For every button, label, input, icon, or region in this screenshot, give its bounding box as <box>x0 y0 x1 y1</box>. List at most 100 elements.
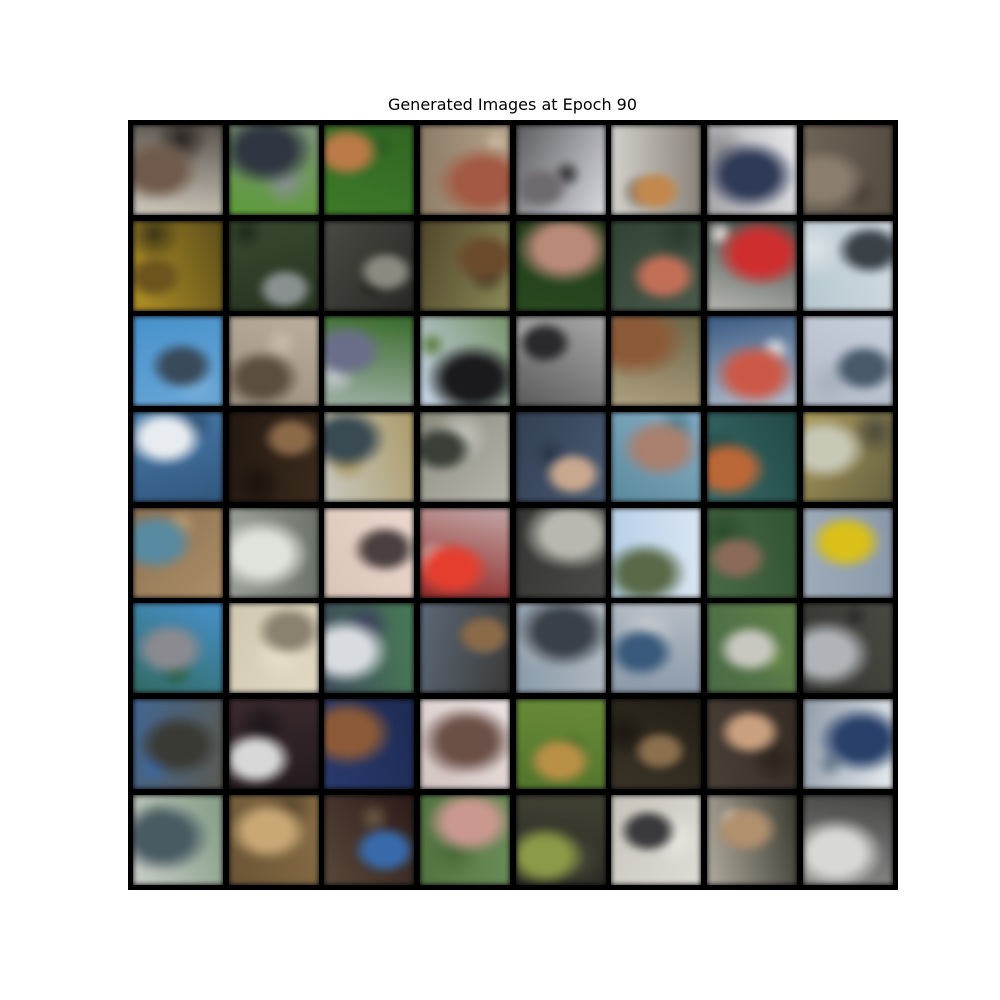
generated-image <box>611 412 702 503</box>
generated-image-tile <box>133 412 223 503</box>
generated-image <box>515 794 606 885</box>
generated-image-tile <box>133 794 223 885</box>
generated-image-tile <box>324 699 415 790</box>
generated-image-tile <box>420 125 511 215</box>
generated-image-tile <box>420 316 511 407</box>
generated-image-tile <box>707 316 798 407</box>
generated-image <box>420 412 511 503</box>
generated-image-tile <box>324 794 415 885</box>
generated-image <box>707 794 798 885</box>
generated-image-tile <box>611 699 702 790</box>
generated-image <box>228 316 319 407</box>
generated-image <box>611 603 702 694</box>
generated-image-tile <box>133 507 223 598</box>
generated-image-tile <box>611 125 702 215</box>
generated-image-tile <box>420 699 511 790</box>
generated-image-tile <box>133 220 223 311</box>
generated-image <box>228 220 319 311</box>
generated-image <box>133 316 223 407</box>
generated-image <box>133 412 223 503</box>
generated-image-tile <box>420 603 511 694</box>
generated-image <box>707 412 798 503</box>
generated-image-tile <box>611 316 702 407</box>
generated-image <box>611 794 702 885</box>
generated-image <box>133 794 223 885</box>
generated-image <box>802 220 893 311</box>
generated-image <box>802 507 893 598</box>
generated-image <box>420 316 511 407</box>
generated-image-tile <box>802 507 893 598</box>
generated-image <box>420 220 511 311</box>
image-grid <box>128 120 898 890</box>
generated-image-tile <box>324 507 415 598</box>
generated-image-tile <box>515 125 606 215</box>
generated-image <box>324 412 415 503</box>
generated-image <box>515 316 606 407</box>
generated-image-tile <box>228 220 319 311</box>
generated-image <box>133 507 223 598</box>
generated-image <box>228 603 319 694</box>
generated-image-tile <box>228 412 319 503</box>
generated-image-tile <box>515 316 606 407</box>
generated-image <box>707 603 798 694</box>
generated-image-tile <box>515 603 606 694</box>
generated-image <box>802 316 893 407</box>
generated-image <box>515 507 606 598</box>
generated-image <box>611 125 702 215</box>
generated-image <box>611 699 702 790</box>
generated-image-tile <box>707 220 798 311</box>
generated-image <box>133 220 223 311</box>
generated-image-tile <box>420 412 511 503</box>
generated-image-tile <box>707 125 798 215</box>
generated-image-tile <box>707 794 798 885</box>
generated-image-tile <box>515 794 606 885</box>
generated-image <box>420 125 511 215</box>
generated-image-tile <box>707 507 798 598</box>
generated-image <box>324 507 415 598</box>
generated-image-tile <box>228 507 319 598</box>
generated-image <box>707 507 798 598</box>
generated-image <box>324 699 415 790</box>
generated-image <box>611 507 702 598</box>
generated-image-tile <box>420 507 511 598</box>
generated-image <box>707 125 798 215</box>
generated-image-tile <box>324 220 415 311</box>
generated-image-tile <box>802 412 893 503</box>
figure-title: Generated Images at Epoch 90 <box>387 95 638 114</box>
generated-image-tile <box>802 699 893 790</box>
generated-image <box>802 125 893 215</box>
generated-image <box>228 125 319 215</box>
generated-image-tile <box>420 794 511 885</box>
generated-image-tile <box>324 412 415 503</box>
generated-image <box>420 603 511 694</box>
generated-image <box>324 125 415 215</box>
generated-image-tile <box>133 125 223 215</box>
generated-image-tile <box>324 603 415 694</box>
generated-image-tile <box>802 794 893 885</box>
generated-image-tile <box>707 603 798 694</box>
generated-image-tile <box>611 412 702 503</box>
generated-image <box>228 507 319 598</box>
generated-image-tile <box>707 412 798 503</box>
generated-image <box>611 316 702 407</box>
generated-image <box>133 603 223 694</box>
generated-image-tile <box>802 220 893 311</box>
generated-image-tile <box>515 412 606 503</box>
generated-image <box>707 699 798 790</box>
generated-image-tile <box>228 603 319 694</box>
generated-image <box>420 794 511 885</box>
generated-image-tile <box>515 220 606 311</box>
generated-image <box>802 603 893 694</box>
generated-image <box>515 220 606 311</box>
generated-image-tile <box>324 125 415 215</box>
generated-image-tile <box>133 603 223 694</box>
generated-image <box>228 412 319 503</box>
generated-image <box>133 125 223 215</box>
generated-image <box>420 699 511 790</box>
generated-image <box>228 794 319 885</box>
generated-image <box>324 603 415 694</box>
generated-image <box>611 220 702 311</box>
generated-image <box>515 125 606 215</box>
generated-image <box>324 794 415 885</box>
generated-image-tile <box>515 699 606 790</box>
